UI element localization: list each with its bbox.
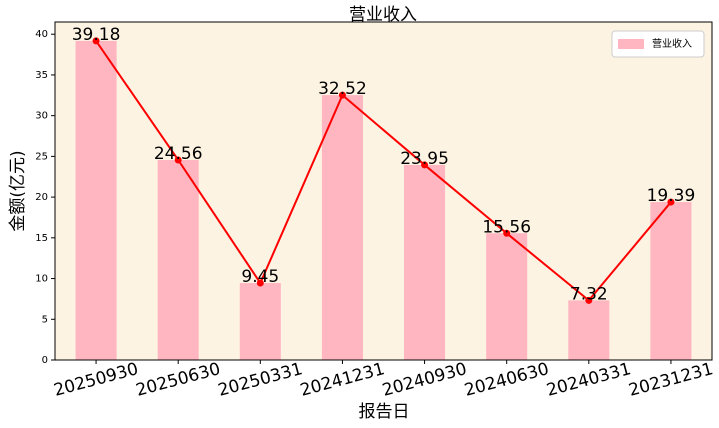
value-label: 23.95 xyxy=(400,149,449,169)
bar xyxy=(650,202,692,360)
x-axis-label: 报告日 xyxy=(359,402,410,422)
legend: 营业收入 xyxy=(611,30,705,58)
bar xyxy=(321,95,363,361)
bar xyxy=(239,283,281,360)
plot-background xyxy=(55,22,712,360)
x-tick-label: 20240331 xyxy=(544,359,633,401)
x-tick-label: 20240630 xyxy=(462,359,551,401)
line xyxy=(95,40,672,302)
value-label: 32.52 xyxy=(318,79,367,99)
y-tick-label: 15 xyxy=(35,233,48,244)
y-tick-label: 40 xyxy=(35,29,48,40)
line-point xyxy=(256,279,264,287)
bar xyxy=(568,300,610,360)
chart-title: 营业收入 xyxy=(349,5,417,25)
y-axis-label: 金额(亿元) xyxy=(8,150,28,231)
y-tick-label: 10 xyxy=(35,274,48,285)
bar xyxy=(157,159,199,360)
x-tick-label: 20250331 xyxy=(216,359,305,401)
y-tick-label: 20 xyxy=(35,192,48,203)
y-tick-label: 5 xyxy=(42,314,48,325)
y-tick-label: 0 xyxy=(42,355,48,366)
x-tick-label: 20250630 xyxy=(134,359,223,401)
line-point xyxy=(667,198,675,206)
bar xyxy=(75,40,117,361)
legend-swatch xyxy=(618,39,644,49)
value-label: 24.56 xyxy=(154,144,203,164)
line-point xyxy=(585,296,593,304)
value-label: 39.18 xyxy=(72,25,121,45)
line-point xyxy=(421,161,429,169)
y-tick-label: 35 xyxy=(35,70,48,81)
legend-box xyxy=(611,30,705,58)
line-point xyxy=(338,91,346,99)
line-point xyxy=(174,156,182,164)
x-tick-label: 20241231 xyxy=(298,359,387,401)
value-label: 7.32 xyxy=(570,284,608,304)
x-tick-label: 20250930 xyxy=(52,359,141,401)
value-label: 19.39 xyxy=(647,186,696,206)
legend-label: 营业收入 xyxy=(652,37,692,50)
plot-frame xyxy=(54,21,713,361)
value-label: 9.45 xyxy=(241,267,279,287)
line-point xyxy=(503,229,511,237)
y-tick-label: 30 xyxy=(35,111,48,122)
value-label: 15.56 xyxy=(482,217,531,237)
x-tick-label: 20240930 xyxy=(380,359,469,401)
line-point xyxy=(92,37,100,45)
bar xyxy=(404,164,446,360)
bar xyxy=(486,233,528,360)
x-tick-label: 20231231 xyxy=(627,359,716,401)
y-tick-label: 25 xyxy=(35,151,48,162)
